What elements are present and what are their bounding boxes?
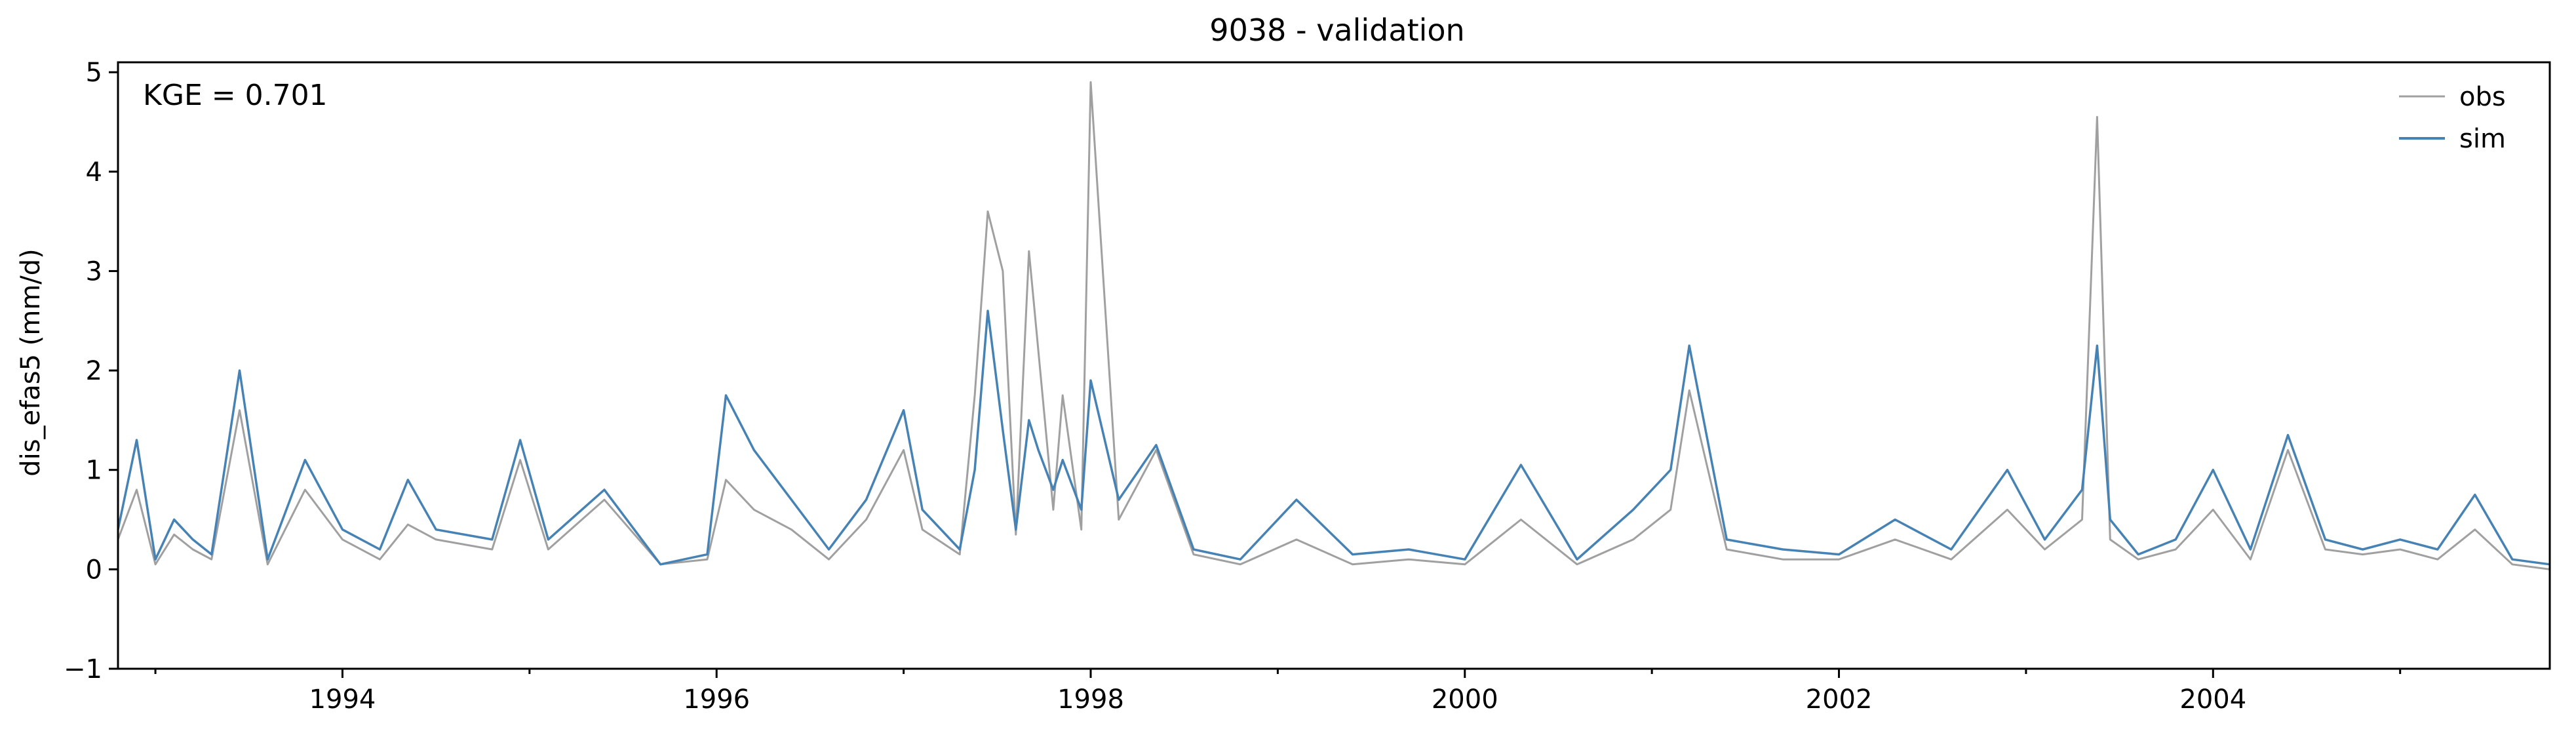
x-axis-ticks: 1994 1996 1998 2000 2002 2004: [154, 669, 2402, 715]
x-tick-label: 2004: [2179, 684, 2246, 715]
series-line-obs: [117, 81, 2550, 570]
y-tick-label: 4: [86, 157, 102, 188]
x-tick-label: 2000: [1432, 684, 1498, 715]
y-tick-label: 3: [86, 256, 102, 287]
y-tick-label: −1: [64, 654, 102, 684]
x-tick-label: 2002: [1806, 684, 1873, 715]
chart-title: 9038 - validation: [1209, 12, 1464, 48]
series-line-sim: [117, 309, 2550, 566]
y-tick-label: 2: [86, 356, 102, 386]
x-tick-label: 1996: [683, 684, 750, 715]
x-tick-label: 1994: [309, 684, 376, 715]
legend: obs sim: [2399, 82, 2506, 154]
y-axis-ticks: −1 0 1 2 3 4 5: [64, 58, 118, 684]
legend-label-sim: sim: [2459, 124, 2506, 154]
kge-annotation: KGE = 0.701: [143, 79, 328, 112]
plot-frame: [117, 61, 2551, 670]
y-tick-label: 0: [86, 555, 102, 585]
legend-label-obs: obs: [2459, 82, 2506, 112]
y-axis-label: dis_efas5 (mm/d): [16, 248, 46, 477]
y-tick-label: 1: [86, 456, 102, 486]
series-layer: [117, 81, 2550, 570]
x-tick-label: 1998: [1057, 684, 1124, 715]
plot-area: 1994 1996 1998 2000 2002 2004 −1 0 1 2 3 4 5 KGE = …: [64, 58, 2551, 715]
y-tick-label: 5: [86, 58, 102, 88]
